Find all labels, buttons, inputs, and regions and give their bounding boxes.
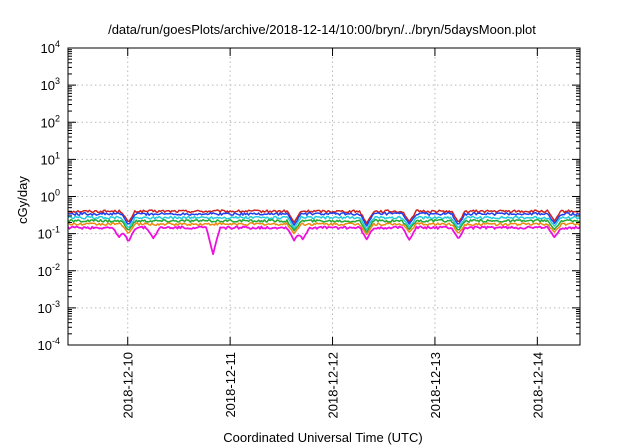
y-axis-label: cGy/day xyxy=(15,176,30,224)
plot-frame xyxy=(67,47,581,346)
x-tick-label: 2018-12-11 xyxy=(223,352,238,418)
y-tick-label: 10-2 xyxy=(38,262,60,279)
y-tick-label: 10-1 xyxy=(38,225,60,242)
y-tick-label: 102 xyxy=(41,113,60,130)
series-line xyxy=(67,209,581,225)
series-line xyxy=(67,211,581,227)
series-line xyxy=(67,215,580,231)
y-tick-label: 100 xyxy=(41,188,60,205)
y-tick-label: 101 xyxy=(41,150,60,167)
series-line xyxy=(67,218,581,233)
grid xyxy=(68,48,580,345)
chart-title: /data/run/goesPlots/archive/2018-12-14/1… xyxy=(108,22,536,37)
series-line xyxy=(68,222,581,236)
y-tick-label: 103 xyxy=(41,76,60,93)
x-tick-label: 2018-12-12 xyxy=(326,352,341,419)
x-tick-label: 2018-12-10 xyxy=(121,352,136,419)
axis-ticks: 10-4 10-3 10-2 10-1 100 101 102 103 104 2018-12-1… xyxy=(38,39,580,419)
y-tick-label: 104 xyxy=(41,39,60,56)
x-tick-label: 2018-12-14 xyxy=(530,352,545,419)
data-series xyxy=(67,209,581,256)
y-tick-label: 10-4 xyxy=(38,336,60,353)
x-tick-label: 2018-12-13 xyxy=(428,352,443,419)
x-axis-label: Coordinated Universal Time (UTC) xyxy=(223,430,422,445)
series-line xyxy=(67,225,581,256)
y-tick-label: 10-3 xyxy=(38,299,60,316)
